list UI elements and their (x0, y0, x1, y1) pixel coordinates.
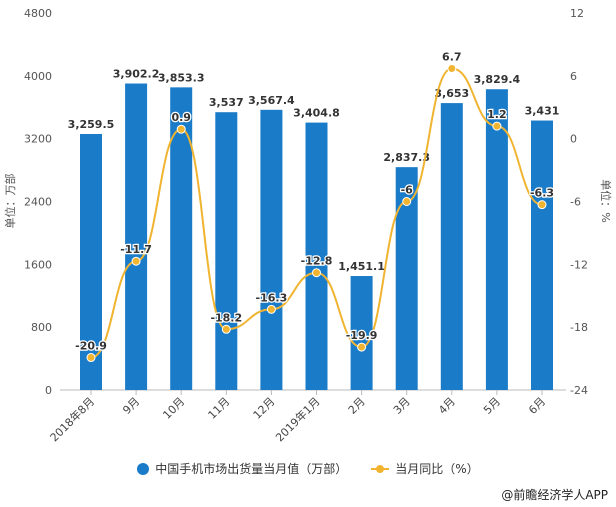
line-point (402, 197, 412, 206)
legend-item-line[interactable]: 当月同比（%） (371, 460, 479, 477)
x-tick-label: 3月 (391, 395, 413, 417)
y2-tick-label: -6 (570, 196, 581, 209)
bar-data-label: 3,567.4 (248, 94, 295, 107)
y-tick-label: 1600 (24, 258, 52, 271)
bar-data-label: 1,451.1 (338, 260, 385, 273)
bar-data-label: 3,829.4 (474, 73, 521, 86)
legend-bar-marker (137, 462, 150, 475)
line-data-label: 1.2 (487, 108, 507, 121)
bar (531, 120, 553, 390)
line-data-label: -20.9 (75, 340, 107, 353)
legend-item-bar[interactable]: 中国手机市场出货量当月值（万部） (137, 460, 347, 477)
bar (260, 109, 283, 390)
line-point (537, 200, 547, 210)
bar (395, 167, 418, 390)
y2-tick-label: -12 (570, 258, 588, 271)
bar (305, 122, 328, 391)
line-point (221, 324, 231, 334)
x-tick-label: 5月 (481, 395, 503, 417)
line-point (492, 121, 502, 131)
bar-data-label: 3,404.8 (293, 107, 340, 120)
line-data-label: -6 (401, 184, 414, 197)
bar (170, 87, 193, 390)
bar (440, 103, 463, 391)
line-point (447, 64, 457, 74)
bar-data-label: 3,431 (525, 105, 560, 118)
y-axis-label: 单位：万部 (3, 174, 17, 229)
x-tick-label: 10月 (160, 395, 187, 422)
bar-data-label: 3,853.3 (158, 71, 205, 84)
x-tick-label: 2019年1月 (272, 394, 322, 444)
legend-line-marker (371, 463, 390, 475)
bar (125, 83, 148, 390)
y-tick-label: 4800 (24, 7, 52, 20)
x-tick-label: 2018年8月 (47, 394, 97, 444)
line-point (86, 353, 96, 363)
y2-tick-label: -18 (570, 321, 588, 334)
x-tick-label: 12月 (251, 395, 278, 422)
bar-data-label: 3,537 (209, 96, 244, 109)
x-tick-label: 6月 (526, 395, 548, 417)
bar-data-label: 3,259.5 (68, 118, 115, 131)
line-point (176, 124, 186, 134)
legend: 中国手机市场出货量当月值（万部） 当月同比（%） (0, 460, 616, 477)
y2-axis-label: 单位：% (599, 179, 613, 222)
y-tick-label: 3200 (24, 133, 52, 146)
bar (485, 89, 508, 390)
y2-tick-label: 0 (570, 133, 577, 146)
y-tick-label: 800 (31, 321, 52, 334)
line-data-label: -16.3 (256, 291, 288, 304)
y-tick-label: 0 (45, 384, 52, 397)
y-tick-label: 2400 (24, 196, 52, 209)
x-tick-label: 4月 (436, 395, 458, 417)
line-data-label: 6.7 (442, 51, 462, 64)
line-data-label: -6.3 (530, 187, 554, 200)
x-tick-label: 2月 (346, 395, 368, 417)
chart-svg: 0 800 1600 2400 3200 4000 4800 -24 -18 -12 -6 0 6 12 单… (3, 7, 613, 444)
line-data-label: -19.9 (346, 329, 378, 342)
bar-data-label: 2,837.3 (383, 151, 430, 164)
y2-tick-label: -24 (570, 384, 588, 397)
x-tick-label: 9月 (120, 395, 142, 417)
line-data-label: -12.8 (301, 255, 333, 268)
y-tick-label: 4000 (24, 70, 52, 83)
bar (215, 112, 238, 391)
y2-tick-label: 12 (570, 7, 584, 20)
x-tick-label: 11月 (206, 395, 233, 422)
line-point (266, 304, 276, 314)
footer-credit: @前瞻经济学人APP (501, 488, 608, 502)
line-point (312, 268, 321, 278)
line-data-label: -11.7 (120, 243, 152, 256)
bar-data-label: 3,902.2 (113, 68, 160, 81)
line-point (357, 342, 367, 352)
line-data-label: -18.2 (210, 311, 242, 324)
line-data-label: 0.9 (171, 111, 191, 124)
line-point (131, 256, 141, 266)
bar (80, 133, 102, 390)
bar (350, 276, 373, 390)
bar-data-label: 3,653 (434, 87, 469, 100)
y2-tick-label: 6 (570, 70, 577, 83)
